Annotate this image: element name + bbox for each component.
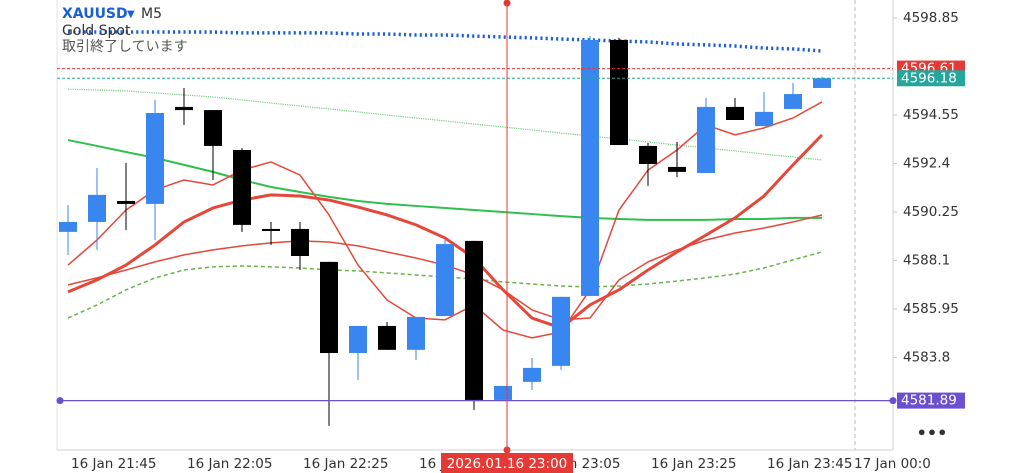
price-label: 4581.89	[901, 393, 957, 409]
moving-average	[67, 101, 823, 339]
candle-body	[668, 166, 686, 172]
candle-body	[378, 325, 396, 350]
candle-body	[523, 367, 541, 382]
more-button[interactable]: •••	[917, 424, 948, 443]
candle-body	[755, 111, 773, 127]
y-tick-label: 4592.4	[903, 156, 950, 172]
candle-body	[88, 194, 106, 222]
x-tick-label: 17 Jan 00:0	[854, 456, 931, 472]
x-tick-label: 16 Jan 22:05	[187, 456, 272, 472]
crosshair-handle[interactable]	[503, 446, 511, 454]
candle-body	[320, 261, 338, 354]
moving-average	[67, 133, 824, 330]
candle-body	[813, 78, 831, 88]
legend-header: XAUUSD ▼ M5 Gold Spot 取引終了しています	[62, 6, 188, 55]
crosshair-label: 2026.01.16 23:00	[447, 456, 568, 472]
symbol[interactable]: XAUUSD	[62, 6, 128, 22]
timeframe[interactable]: M5	[141, 6, 162, 22]
candle-body	[465, 240, 483, 400]
x-tick-label: 16 Jan 23:25	[651, 456, 736, 472]
candle-body	[610, 39, 628, 146]
y-tick-label: 4583.8	[903, 350, 950, 366]
frame	[56, 0, 894, 451]
candle-body	[175, 106, 193, 111]
price-line-handle	[56, 397, 64, 405]
candle-body	[581, 39, 599, 296]
candle-body	[117, 200, 135, 204]
moving-average	[67, 139, 822, 221]
price-line-handle	[889, 397, 897, 405]
candle-body	[697, 106, 715, 174]
candle-body	[552, 296, 570, 366]
indicators	[67, 30, 824, 339]
symbol-dropdown[interactable]: ▼	[127, 9, 135, 20]
crosshair-label-box	[441, 453, 573, 473]
y-tick-label: 4585.95	[903, 301, 959, 317]
crosshair: 2026.01.16 23:00	[441, 0, 573, 473]
price-label-box	[897, 392, 965, 409]
candle-body	[291, 228, 309, 257]
x-tick-label: 16 Jan 23:45	[767, 456, 852, 472]
y-tick-label: 4598.85	[903, 10, 959, 26]
price-label: 4596.18	[901, 70, 957, 86]
candle-body	[146, 113, 164, 204]
x-tick-label: 16 Jan 21:45	[71, 456, 156, 472]
candle-body	[204, 110, 222, 146]
candle-body	[407, 316, 425, 350]
candle-body	[639, 145, 657, 164]
market-status: 取引終了しています	[62, 39, 188, 55]
moving-average	[67, 88, 823, 161]
candle-body	[59, 221, 77, 232]
candle-body	[349, 325, 367, 354]
price-label-box	[897, 70, 965, 87]
y-tick-label: 4588.1	[903, 253, 950, 269]
y-tick-label: 4594.55	[903, 107, 959, 123]
candle-body	[436, 244, 454, 317]
candles	[59, 36, 831, 426]
candle-body	[233, 150, 251, 225]
y-tick-label: 4590.25	[903, 204, 959, 220]
candle-body	[784, 94, 802, 109]
description: Gold Spot	[62, 23, 131, 39]
candle-body	[494, 385, 512, 400]
crosshair-handle[interactable]	[503, 0, 511, 7]
x-tick-label: 16 Jan 22:25	[303, 456, 388, 472]
candle-body	[262, 228, 280, 231]
candle-body	[726, 106, 744, 120]
